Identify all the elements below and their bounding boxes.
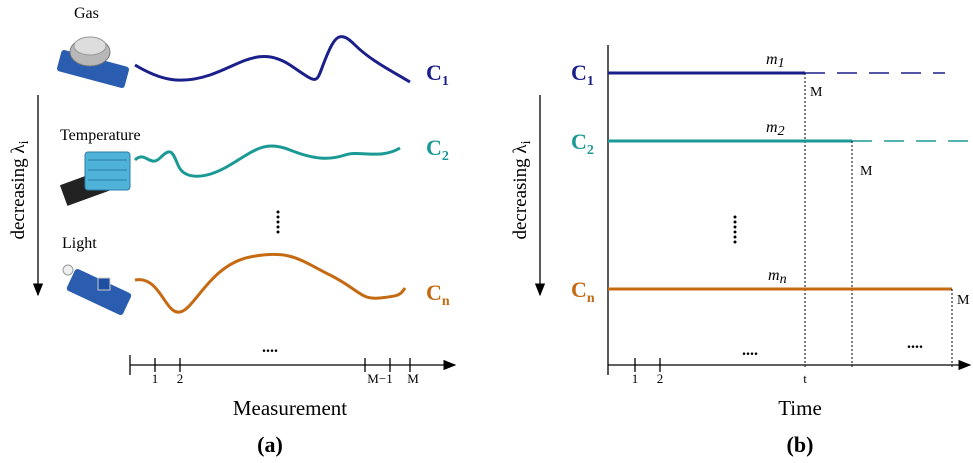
vertical-ellipsis bbox=[276, 210, 280, 234]
axis-label: Measurement bbox=[233, 396, 347, 420]
arrow-label: decreasing λi bbox=[8, 140, 32, 239]
m-label: mn bbox=[768, 267, 787, 287]
sensor-label: Gas bbox=[74, 5, 99, 22]
tick-label: M−1 bbox=[367, 371, 392, 386]
end-label: M bbox=[957, 293, 970, 308]
curve-label: C2 bbox=[426, 135, 449, 164]
m-label: m1 bbox=[766, 51, 785, 71]
signal-curve bbox=[134, 252, 407, 314]
tick-label: 1 bbox=[152, 371, 159, 386]
end-label: M bbox=[860, 164, 873, 179]
light-sensor bbox=[62, 264, 132, 315]
tick-label: 2 bbox=[177, 371, 184, 386]
ellipsis: .... bbox=[907, 335, 923, 352]
signal-curve bbox=[133, 144, 401, 178]
sensor-label: Light bbox=[62, 235, 97, 252]
panel-b: decreasing λi C1 m1 M C2 m2 M Cn mn M 1 … bbox=[510, 45, 973, 457]
signal-curve bbox=[134, 35, 411, 84]
tick-label: 1 bbox=[632, 371, 639, 386]
panel-a: Gas C1 Temperature C2 Light Cn decreasin… bbox=[8, 5, 457, 457]
x-axis bbox=[129, 355, 457, 375]
tick-label: 2 bbox=[657, 371, 664, 386]
caption: (a) bbox=[257, 432, 283, 457]
tick-label: M bbox=[407, 371, 419, 386]
channel-label: C2 bbox=[571, 129, 594, 158]
gas-sensor bbox=[57, 36, 129, 89]
channel-label: C1 bbox=[571, 60, 594, 89]
channel-label: Cn bbox=[571, 277, 595, 306]
caption: (b) bbox=[787, 432, 814, 457]
m-label: m2 bbox=[766, 119, 785, 139]
tick-label: t bbox=[803, 371, 807, 386]
end-label: M bbox=[810, 85, 823, 100]
curve-label: C1 bbox=[426, 60, 449, 89]
ellipsis: .... bbox=[262, 339, 278, 356]
axis-label: Time bbox=[778, 396, 822, 420]
x-axis bbox=[607, 355, 972, 375]
curve-label: Cn bbox=[426, 280, 450, 309]
temperature-sensor bbox=[59, 151, 131, 206]
arrow-label: decreasing λi bbox=[510, 140, 534, 239]
vertical-ellipsis bbox=[733, 215, 737, 244]
sensor-label: Temperature bbox=[60, 127, 141, 144]
ellipsis: .... bbox=[742, 342, 758, 359]
